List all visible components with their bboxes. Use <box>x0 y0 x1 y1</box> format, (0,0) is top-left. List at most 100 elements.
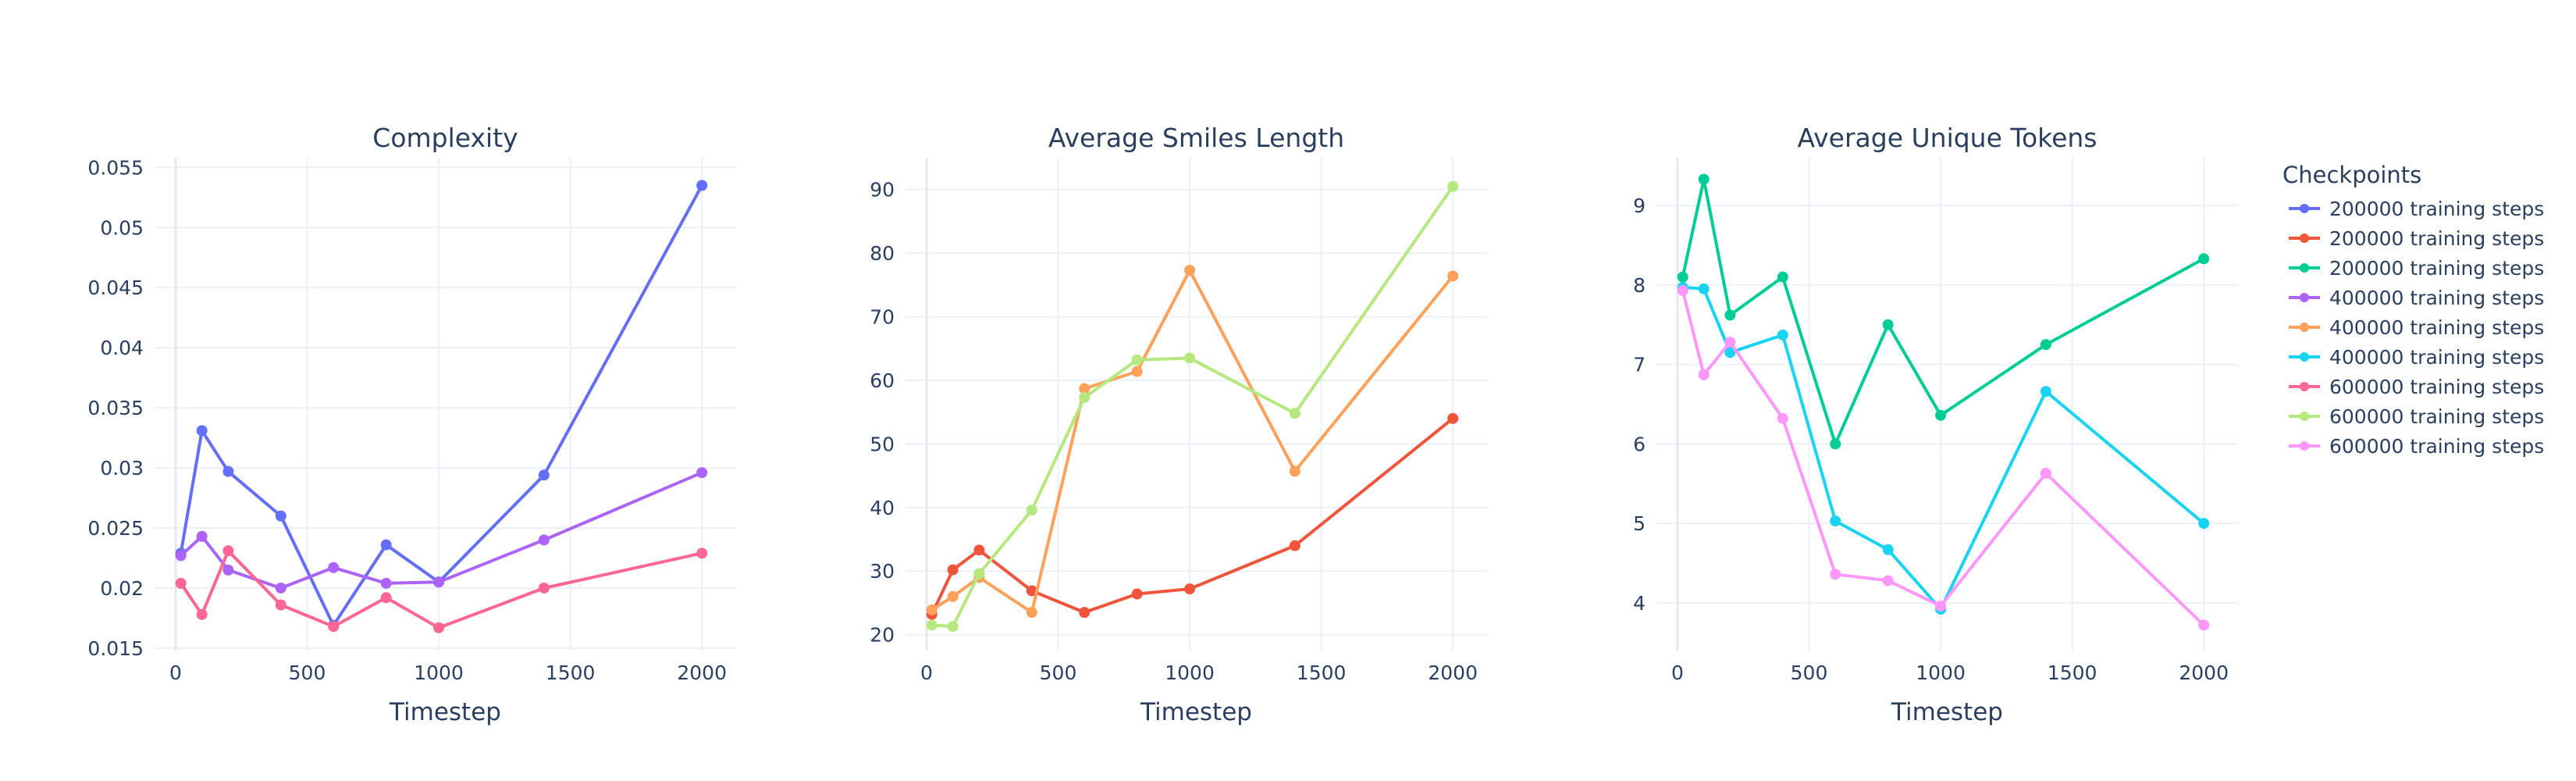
average-smiles-length-data-point[interactable] <box>1026 505 1037 516</box>
average-smiles-length-data-point[interactable] <box>1184 352 1196 364</box>
complexity-data-point[interactable] <box>696 467 708 479</box>
complexity-data-point[interactable] <box>328 562 340 573</box>
average-smiles-length-data-point[interactable] <box>1447 412 1459 424</box>
average-smiles-length-data-point[interactable] <box>1131 588 1143 600</box>
average-smiles-length-data-point[interactable] <box>926 604 938 615</box>
legend-item[interactable]: 600000 training steps <box>2289 376 2544 398</box>
legend-item-label: 600000 training steps <box>2329 435 2544 458</box>
complexity-data-point[interactable] <box>380 539 392 551</box>
legend-item[interactable]: 400000 training steps <box>2289 346 2544 369</box>
average-smiles-length-data-point[interactable] <box>926 619 938 631</box>
average-smiles-length-data-point[interactable] <box>947 621 959 633</box>
average-unique-tokens-data-point[interactable] <box>1830 515 1841 527</box>
legend-item[interactable]: 400000 training steps <box>2289 287 2544 309</box>
complexity-data-point[interactable] <box>196 530 208 542</box>
average-smiles-length-data-point[interactable] <box>1079 383 1091 394</box>
complexity-data-point[interactable] <box>696 547 708 559</box>
complexity-x-tick-label: 0 <box>169 662 182 684</box>
average-unique-tokens-data-point[interactable] <box>1698 369 1710 380</box>
complexity-data-point[interactable] <box>275 582 286 594</box>
average-unique-tokens-data-point[interactable] <box>1724 309 1736 321</box>
average-smiles-length-data-point[interactable] <box>1289 465 1300 477</box>
average-unique-tokens-data-point[interactable] <box>1724 337 1736 348</box>
complexity-data-point[interactable] <box>175 577 187 589</box>
average-unique-tokens-data-point[interactable] <box>1830 438 1841 450</box>
average-unique-tokens-data-point[interactable] <box>2198 619 2210 631</box>
average-smiles-length-x-tick-label: 0 <box>920 662 933 684</box>
average-unique-tokens-data-point[interactable] <box>1677 284 1688 296</box>
average-smiles-length-data-point[interactable] <box>973 544 985 556</box>
average-unique-tokens-data-point[interactable] <box>1777 329 1788 341</box>
average-unique-tokens-data-point[interactable] <box>1882 319 1894 330</box>
average-unique-tokens-data-point[interactable] <box>1935 601 1947 612</box>
average-smiles-length-data-point[interactable] <box>1184 265 1196 276</box>
average-unique-tokens-data-point[interactable] <box>1698 173 1710 185</box>
complexity-data-point[interactable] <box>433 576 445 588</box>
average-smiles-length-data-point[interactable] <box>973 568 985 580</box>
average-smiles-length-data-point[interactable] <box>1079 391 1091 403</box>
average-unique-tokens-data-point[interactable] <box>1724 347 1736 358</box>
average-unique-tokens-data-point[interactable] <box>1830 569 1841 580</box>
average-smiles-length-data-point[interactable] <box>1447 270 1459 282</box>
legend-item-label: 200000 training steps <box>2329 198 2544 220</box>
complexity-data-point[interactable] <box>196 425 208 437</box>
complexity-x-tick-label: 1000 <box>414 662 464 684</box>
average-smiles-length-data-point[interactable] <box>1447 180 1459 192</box>
complexity-data-point[interactable] <box>380 577 392 589</box>
average-smiles-length-data-point[interactable] <box>1289 540 1300 551</box>
complexity-data-point[interactable] <box>696 180 708 191</box>
average-smiles-length-data-point[interactable] <box>1131 366 1143 377</box>
average-unique-tokens-data-point[interactable] <box>1777 412 1788 424</box>
legend-item[interactable]: 600000 training steps <box>2289 435 2544 458</box>
legend-item[interactable]: 200000 training steps <box>2289 227 2544 250</box>
legend-item-label: 200000 training steps <box>2329 227 2544 250</box>
legend-marker-swatch <box>2300 412 2309 421</box>
average-smiles-length-x-axis-label: Timestep <box>1140 698 1252 726</box>
average-smiles-length-data-point[interactable] <box>1184 583 1196 595</box>
complexity-data-point[interactable] <box>175 550 187 562</box>
complexity-data-point[interactable] <box>328 621 340 633</box>
complexity-data-point[interactable] <box>222 564 234 576</box>
average-smiles-length-y-tick-label: 90 <box>870 179 895 201</box>
average-smiles-length-data-point[interactable] <box>947 590 959 602</box>
complexity-series-600000-training-steps-2 <box>175 545 708 633</box>
average-smiles-length-data-point[interactable] <box>1026 607 1037 619</box>
average-unique-tokens-y-tick-label: 8 <box>1633 274 1646 297</box>
average-smiles-length-data-point[interactable] <box>947 564 959 576</box>
average-smiles-length-data-point[interactable] <box>1131 354 1143 366</box>
legend-item[interactable]: 600000 training steps <box>2289 405 2544 428</box>
legend-item[interactable]: 200000 training steps <box>2289 198 2544 220</box>
complexity-data-point[interactable] <box>538 469 550 481</box>
average-unique-tokens-data-point[interactable] <box>1882 544 1894 555</box>
average-unique-tokens-data-point[interactable] <box>1677 271 1688 283</box>
legend-marker-swatch <box>2300 204 2309 213</box>
average-unique-tokens-data-point[interactable] <box>1882 575 1894 587</box>
average-unique-tokens-data-point[interactable] <box>2040 339 2051 351</box>
average-unique-tokens-data-point[interactable] <box>1777 271 1788 283</box>
complexity-data-point[interactable] <box>538 534 550 546</box>
average-smiles-length-data-point[interactable] <box>1289 408 1300 419</box>
legend: Checkpoints 200000 training steps 200000 … <box>2282 162 2544 458</box>
average-unique-tokens-data-point[interactable] <box>1698 283 1710 294</box>
legend-item[interactable]: 200000 training steps <box>2289 257 2544 280</box>
average-unique-tokens-data-point[interactable] <box>1935 409 1947 421</box>
average-unique-tokens-data-point[interactable] <box>2040 386 2051 398</box>
average-unique-tokens-y-tick-label: 6 <box>1633 433 1646 455</box>
complexity-data-point[interactable] <box>222 545 234 557</box>
average-unique-tokens-data-point[interactable] <box>2040 468 2051 480</box>
average-smiles-length-data-point[interactable] <box>1026 585 1037 597</box>
complexity-data-point[interactable] <box>275 599 286 611</box>
complexity-data-point[interactable] <box>380 592 392 604</box>
legend-item[interactable]: 400000 training steps <box>2289 316 2544 339</box>
complexity-data-point[interactable] <box>196 608 208 620</box>
average-unique-tokens-y-tick-label: 4 <box>1633 592 1646 615</box>
complexity-data-point[interactable] <box>275 510 286 522</box>
average-unique-tokens-data-point[interactable] <box>2198 518 2210 530</box>
average-smiles-length-data-point[interactable] <box>1079 607 1091 619</box>
average-unique-tokens-data-point[interactable] <box>2198 253 2210 265</box>
complexity-data-point[interactable] <box>538 582 550 594</box>
complexity-data-point[interactable] <box>222 465 234 477</box>
complexity-data-point[interactable] <box>433 622 445 633</box>
average-smiles-length-series-200000-training-steps-0 <box>926 412 1459 620</box>
